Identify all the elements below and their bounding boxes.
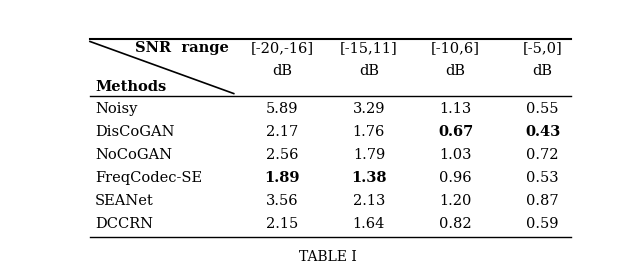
Text: 2.17: 2.17 [266, 125, 298, 139]
Text: SEANet: SEANet [95, 194, 154, 208]
Text: DCCRN: DCCRN [95, 217, 153, 231]
Text: 2.56: 2.56 [266, 148, 298, 162]
Text: 1.76: 1.76 [353, 125, 385, 139]
Text: 0.72: 0.72 [526, 148, 559, 162]
Text: 1.20: 1.20 [440, 194, 472, 208]
Text: [-20,-16]: [-20,-16] [250, 42, 314, 56]
Text: dB: dB [272, 64, 292, 78]
Text: [-10,6]: [-10,6] [431, 42, 480, 56]
Text: 0.96: 0.96 [440, 171, 472, 185]
Text: 0.67: 0.67 [438, 125, 474, 139]
Text: 0.53: 0.53 [526, 171, 559, 185]
Text: TABLE I: TABLE I [299, 250, 357, 264]
Text: 1.13: 1.13 [440, 102, 472, 116]
Text: dB: dB [445, 64, 466, 78]
Text: 3.29: 3.29 [353, 102, 385, 116]
Text: 2.13: 2.13 [353, 194, 385, 208]
Text: dB: dB [532, 64, 552, 78]
Text: NoCoGAN: NoCoGAN [95, 148, 172, 162]
Text: 0.55: 0.55 [526, 102, 559, 116]
Text: dB: dB [359, 64, 379, 78]
Text: 0.87: 0.87 [526, 194, 559, 208]
Text: 1.79: 1.79 [353, 148, 385, 162]
Text: 1.64: 1.64 [353, 217, 385, 231]
Text: 1.89: 1.89 [264, 171, 300, 185]
Text: SNR  range: SNR range [135, 42, 229, 56]
Text: 3.56: 3.56 [266, 194, 298, 208]
Text: [-5,0]: [-5,0] [523, 42, 563, 56]
Text: 0.43: 0.43 [525, 125, 560, 139]
Text: [-15,11]: [-15,11] [340, 42, 398, 56]
Text: Noisy: Noisy [95, 102, 137, 116]
Text: 1.03: 1.03 [440, 148, 472, 162]
Text: 5.89: 5.89 [266, 102, 298, 116]
Text: 2.15: 2.15 [266, 217, 298, 231]
Text: FreqCodec-SE: FreqCodec-SE [95, 171, 202, 185]
Text: Methods: Methods [95, 80, 166, 94]
Text: 1.38: 1.38 [351, 171, 387, 185]
Text: 0.82: 0.82 [440, 217, 472, 231]
Text: DisCoGAN: DisCoGAN [95, 125, 174, 139]
Text: 0.59: 0.59 [526, 217, 559, 231]
